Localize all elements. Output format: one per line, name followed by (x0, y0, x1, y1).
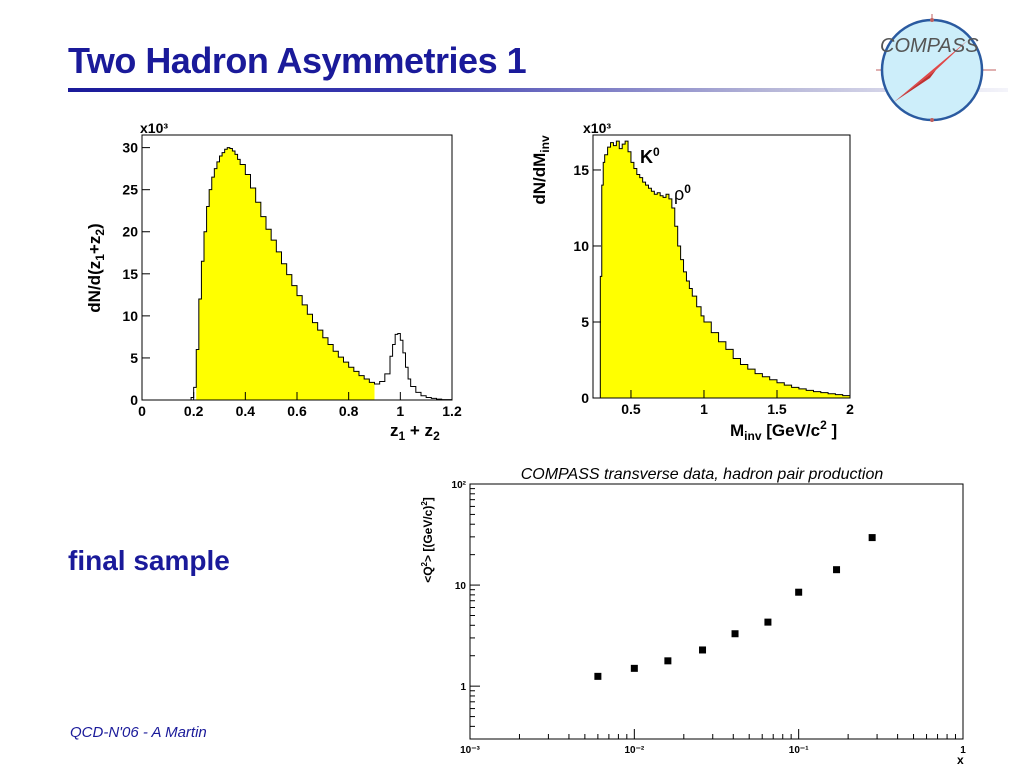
scatter-title: COMPASS transverse data, hadron pair pro… (521, 466, 884, 483)
c1-xtick-label: 1.2 (442, 403, 462, 419)
c1-ytick-label: 25 (122, 182, 138, 198)
scatter-axes: 10⁻³ 10⁻² 10⁻¹ 1 1 10 10² (452, 480, 967, 756)
histogram-z-ylabel: dN/d(z1+z2) (85, 223, 107, 312)
scatter-ytick-label: 10² (452, 480, 467, 491)
c2-ytick-label: 15 (573, 162, 589, 178)
scatter-point (764, 618, 772, 626)
logo-text: COMPASS (880, 35, 979, 57)
c1-ytick-label: 0 (130, 392, 138, 408)
scatter-xtick-label: 10⁻¹ (789, 745, 809, 756)
histogram-z-fill (196, 147, 375, 400)
c1-xtick-label: 0 (138, 403, 146, 419)
scatter-point (594, 672, 602, 680)
histogram-z-xlabel: z1 + z2 (390, 421, 440, 443)
scatter-ytick-label: 1 (460, 682, 466, 693)
scatter-point (868, 534, 876, 542)
c2-ytick-label: 10 (573, 238, 589, 254)
slide-title: Two Hadron Asymmetries 1 (68, 40, 527, 81)
footer-credit: QCD-N'06 - A Martin (70, 724, 207, 741)
title-underline (68, 88, 1008, 92)
histogram-minv: 0.5 1 1.5 2 0 5 10 15 x10³ dN/dMinv Minv [GeV/c… (530, 120, 854, 443)
c1-ytick-label: 5 (130, 350, 138, 366)
scatter-point (833, 566, 841, 574)
histogram-minv-xlabel: Minv [GeV/c2 ] (730, 418, 837, 443)
c2-xtick-label: 2 (846, 401, 854, 417)
scatter-xtick-label: 10⁻² (624, 745, 644, 756)
c1-xtick-label: 0.4 (236, 403, 256, 419)
sample-label: final sample (68, 545, 230, 576)
histogram-minv-line (593, 140, 851, 399)
scatter-xlabel: x (957, 753, 964, 767)
c1-xtick-label: 0.6 (287, 403, 307, 419)
scatter-point (699, 646, 707, 654)
histogram-z-axes: 0 0.2 0.4 0.6 0.8 1 1.2 0 5 10 15 20 25 30 (122, 140, 462, 419)
c1-ytick-label: 30 (122, 140, 138, 156)
histogram-minv-axes: 0.5 1 1.5 2 0 5 10 15 (573, 162, 854, 417)
histogram-minv-fill (593, 141, 850, 398)
c2-xtick-label: 1.5 (767, 401, 787, 417)
c2-xtick-label: 1 (700, 401, 708, 417)
c2-ytick-label: 5 (581, 314, 589, 330)
histogram-z-line (142, 147, 453, 401)
scatter-points (594, 534, 876, 680)
compass-logo-icon: COMPASS (876, 14, 996, 122)
c1-xtick-label: 1 (396, 403, 404, 419)
scatter-point (795, 588, 803, 596)
c1-xtick-label: 0.2 (184, 403, 204, 419)
histogram-z: 0 0.2 0.4 0.6 0.8 1 1.2 0 5 10 15 20 25 30 x10³ dN/d(… (85, 120, 462, 443)
scatter-point (731, 630, 739, 638)
histogram-z-multiplier: x10³ (140, 120, 168, 136)
c2-xtick-label: 0.5 (621, 401, 641, 417)
histogram-minv-frame (592, 134, 851, 399)
histogram-minv-multiplier: x10³ (583, 120, 611, 136)
c1-ytick-label: 15 (122, 266, 138, 282)
c1-ytick-label: 20 (122, 224, 138, 240)
c1-xtick-label: 0.8 (339, 403, 359, 419)
rho0-annotation: ρ0 (674, 182, 691, 204)
scatter-frame (469, 483, 964, 740)
c2-ytick-label: 0 (581, 390, 589, 406)
scatter-point (664, 657, 672, 665)
scatter-xtick-label: 10⁻³ (460, 745, 480, 756)
scatter-xtick-label: 1 (960, 745, 966, 756)
c1-ytick-label: 10 (122, 308, 138, 324)
scatter-ytick-label: 10 (455, 581, 467, 592)
k0-annotation: K0 (640, 145, 660, 167)
scatter-q2-x: 10⁻³ 10⁻² 10⁻¹ 1 1 10 10² COMPASS transverse d… (420, 466, 966, 767)
scatter-point (630, 664, 638, 672)
scatter-ylabel: <Q2> [(GeV/c)2] (420, 497, 435, 583)
histogram-minv-ylabel: dN/dMinv (530, 135, 552, 205)
